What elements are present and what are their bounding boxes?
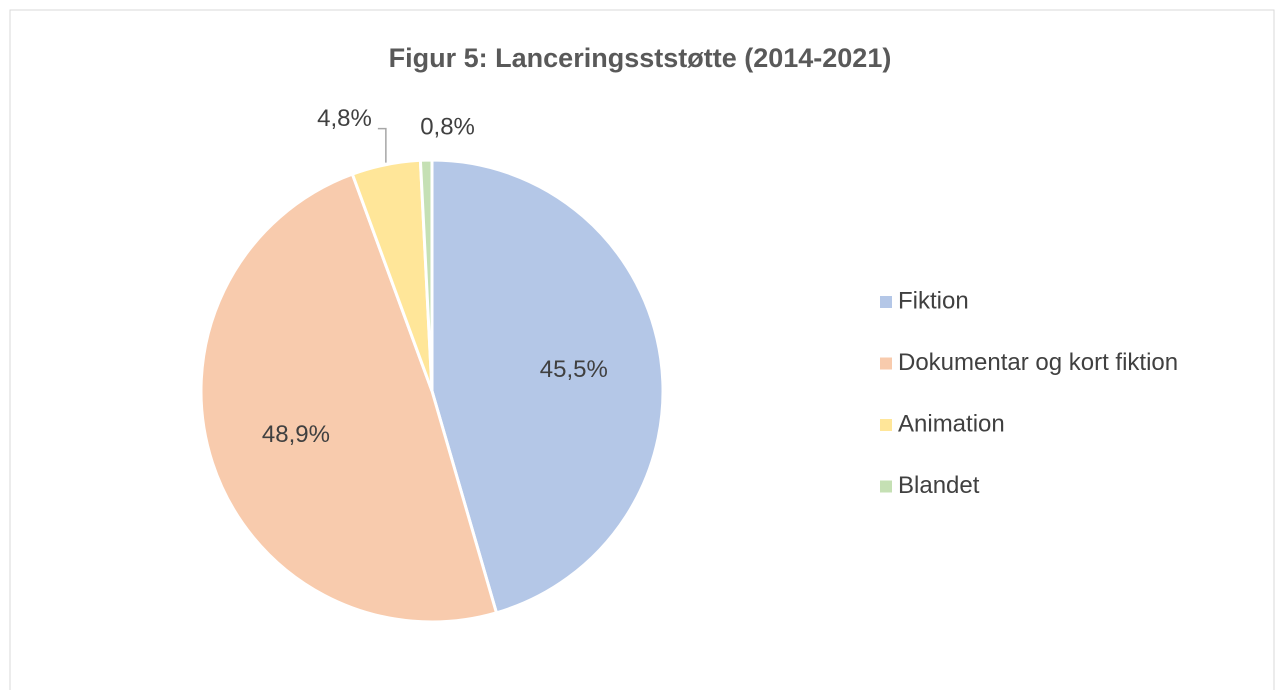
legend-swatch (880, 296, 892, 308)
legend-label: Blandet (898, 472, 980, 499)
legend-swatch (880, 480, 892, 493)
legend-swatch (880, 357, 892, 370)
legend-label: Dokumentar og kort fiktion (898, 349, 1178, 376)
legend-swatch (880, 419, 892, 431)
chart-title: Figur 5: Lanceringsststøtte (2014-2021) (389, 43, 892, 73)
data-label: 4,8% (317, 105, 372, 132)
pie-slice (430, 158, 665, 615)
data-label: 45,5% (540, 356, 608, 383)
legend-label: Fiktion (898, 287, 969, 314)
data-label: 48,9% (262, 421, 330, 448)
pie-slice (199, 172, 499, 624)
data-label: 0,8% (420, 113, 475, 140)
legend-label: Animation (898, 410, 1005, 437)
pie-slice (418, 158, 434, 392)
leader-line (377, 127, 387, 163)
